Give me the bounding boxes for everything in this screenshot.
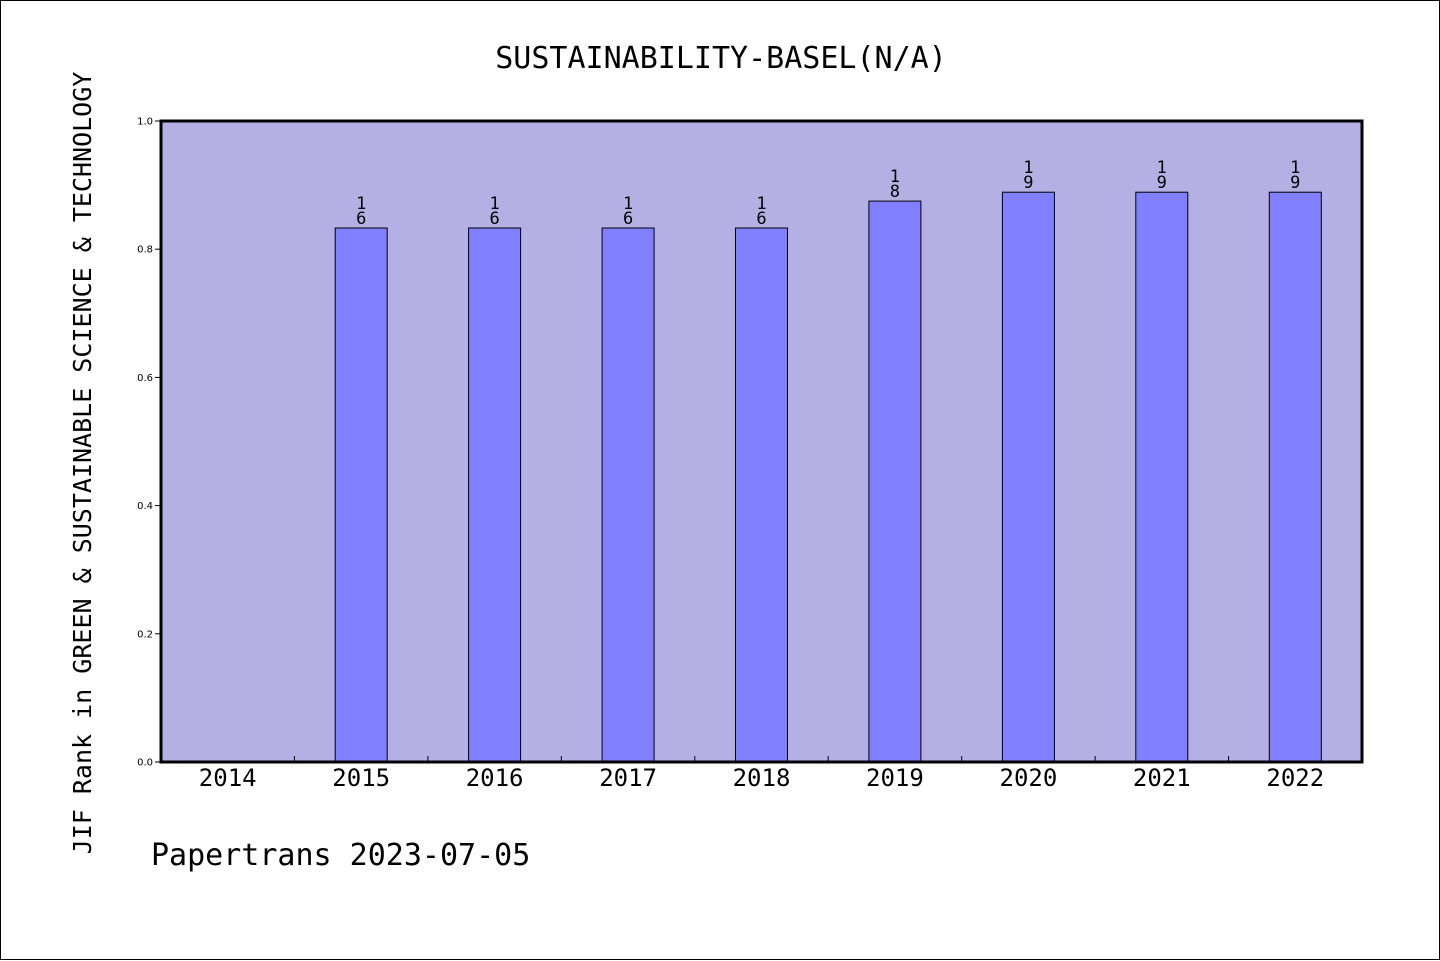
x-tick-label-2018: 2018 bbox=[733, 764, 791, 792]
bar-2019 bbox=[868, 200, 922, 763]
y-tick-label-0.0: 0.0 bbox=[137, 758, 153, 769]
bars-group bbox=[334, 191, 1322, 763]
y-tick-label-0.4: 0.4 bbox=[137, 501, 153, 512]
plot-border bbox=[159, 119, 1364, 764]
chart-title: SUSTAINABILITY-BASEL(N/A) bbox=[495, 41, 947, 76]
x-tick-label-2017: 2017 bbox=[599, 764, 657, 792]
y-tick-label-0.8: 0.8 bbox=[137, 245, 153, 256]
bar-2018 bbox=[735, 227, 788, 763]
bar-2020 bbox=[1001, 191, 1055, 763]
y-axis: 0.0 0.2 0.4 0.6 0.8 1.0 bbox=[137, 117, 161, 769]
x-tick-label-2015: 2015 bbox=[332, 764, 390, 792]
x-tick-label-2014: 2014 bbox=[199, 764, 257, 792]
y-axis-label: JIF Rank in GREEN & SUSTAINABLE SCIENCE … bbox=[68, 72, 97, 855]
bar-2022 bbox=[1268, 191, 1322, 763]
bar-2016 bbox=[468, 227, 522, 763]
x-tick-label-2022: 2022 bbox=[1266, 764, 1324, 792]
x-tick-label-2021: 2021 bbox=[1133, 764, 1191, 792]
x-tick-label-2019: 2019 bbox=[866, 764, 924, 792]
bar-2021 bbox=[1135, 191, 1189, 763]
bar-2015 bbox=[334, 227, 388, 763]
x-tick-label-2020: 2020 bbox=[1000, 764, 1058, 792]
y-tick-label-0.6: 0.6 bbox=[137, 373, 153, 384]
data-labels-group: 1 6 1 6 1 6 1 6 1 8 1 9 1 9 1 9 bbox=[356, 158, 1300, 229]
x-tick-label-2016: 2016 bbox=[466, 764, 524, 792]
x-axis: 2014 2015 2016 2017 2018 2019 2020 2021 2022 bbox=[199, 756, 1324, 792]
y-tick-label-1.0: 1.0 bbox=[137, 117, 153, 128]
y-tick-label-0.2: 0.2 bbox=[137, 629, 153, 640]
footer-text: Papertrans 2023-07-05 bbox=[151, 838, 530, 873]
bar-2017 bbox=[601, 227, 655, 763]
